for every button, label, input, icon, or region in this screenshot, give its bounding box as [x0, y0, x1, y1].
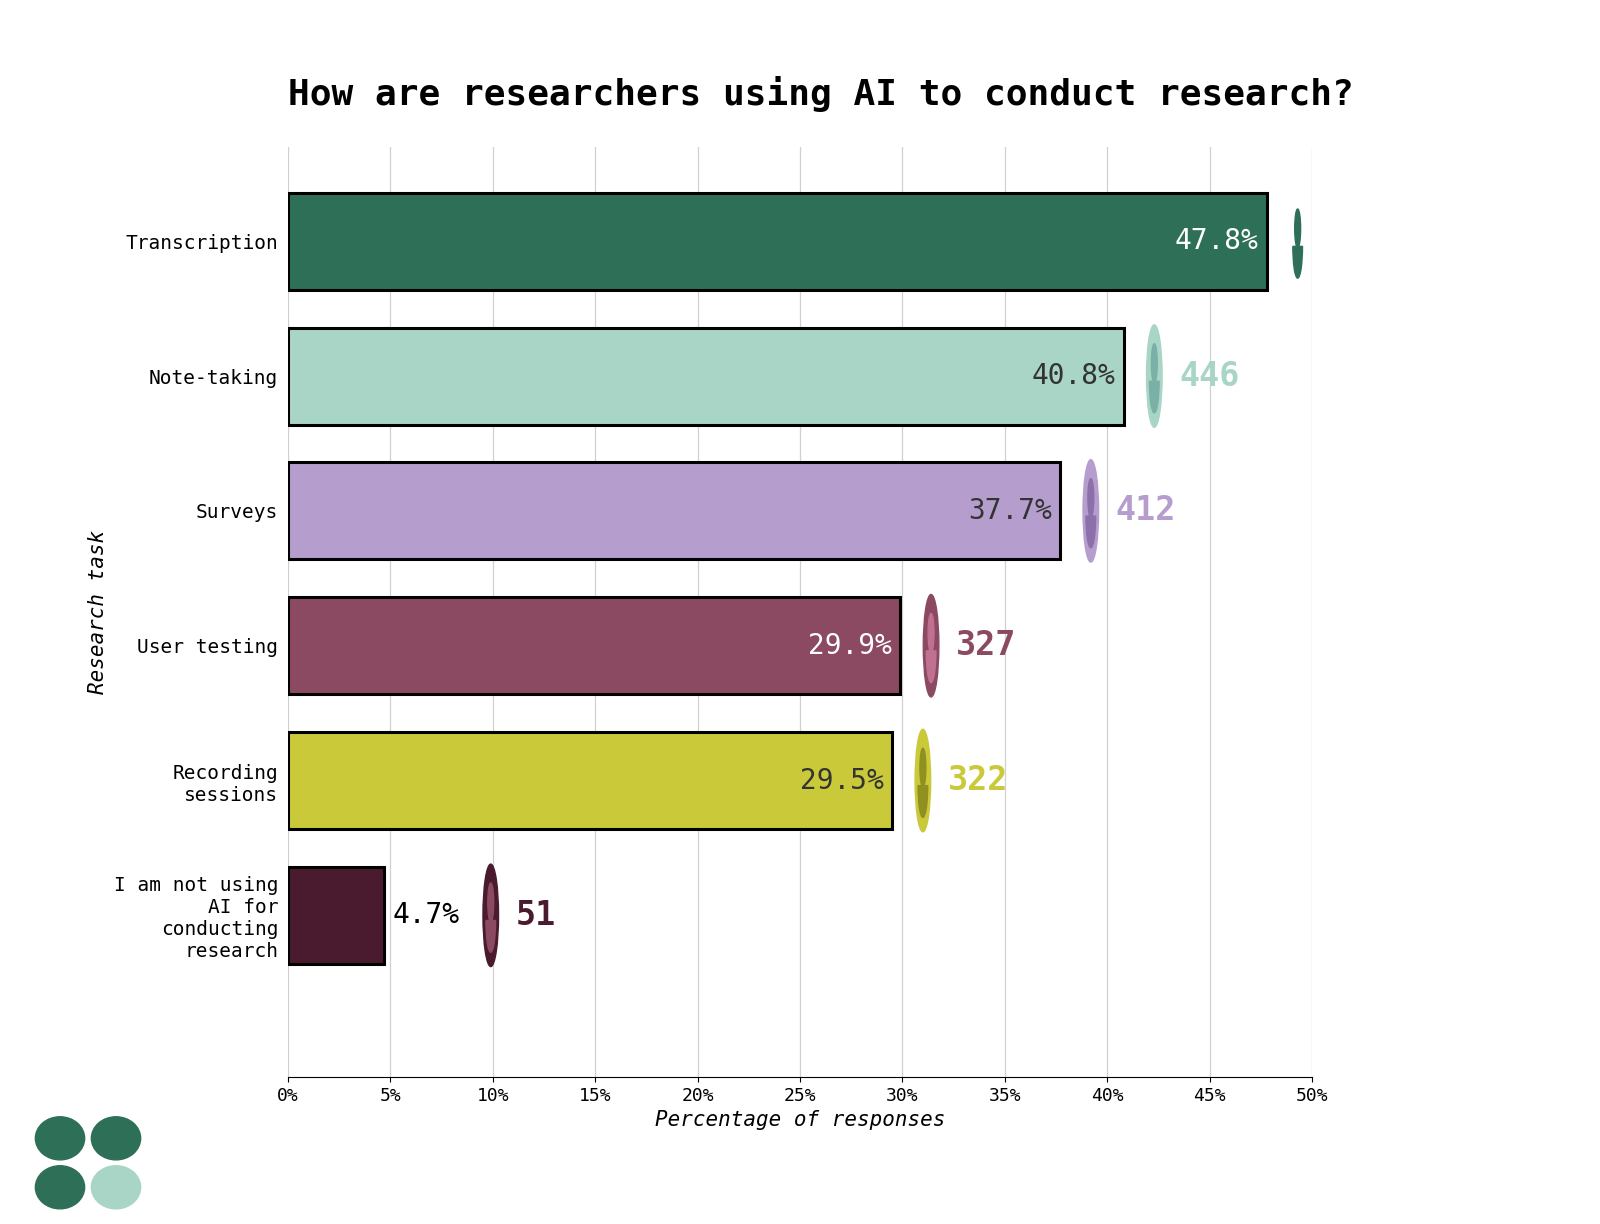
Circle shape [923, 595, 939, 696]
Text: 327: 327 [955, 629, 1016, 662]
Circle shape [35, 1116, 85, 1160]
Bar [288, 328, 1123, 425]
Text: 40.8%: 40.8% [1032, 362, 1115, 390]
Wedge shape [918, 786, 928, 818]
Text: 51: 51 [515, 898, 555, 931]
Circle shape [483, 864, 499, 967]
Text: 29.5%: 29.5% [800, 766, 883, 794]
Circle shape [928, 613, 934, 652]
Circle shape [35, 1165, 85, 1209]
Text: 29.9%: 29.9% [808, 632, 893, 660]
Bar [288, 192, 1267, 290]
Circle shape [1290, 190, 1306, 293]
Text: 37.7%: 37.7% [968, 497, 1051, 525]
Text: How are researchers using AI to conduct research?: How are researchers using AI to conduct … [288, 76, 1354, 113]
X-axis label: Percentage of responses: Percentage of responses [654, 1110, 946, 1131]
Bar [288, 867, 384, 963]
Text: 446: 446 [1179, 360, 1240, 393]
Text: 412: 412 [1115, 494, 1176, 528]
Text: 523: 523 [1322, 225, 1382, 258]
Circle shape [1294, 209, 1301, 248]
Circle shape [1152, 344, 1157, 383]
Wedge shape [1086, 517, 1096, 548]
Wedge shape [926, 651, 936, 683]
Bar [288, 597, 901, 694]
Y-axis label: Research task: Research task [88, 530, 109, 694]
Circle shape [1083, 460, 1099, 562]
Circle shape [488, 883, 494, 922]
Circle shape [920, 748, 926, 787]
Bar [288, 732, 893, 829]
Wedge shape [1293, 246, 1302, 278]
Text: 47.8%: 47.8% [1174, 228, 1259, 256]
Circle shape [91, 1116, 141, 1160]
Wedge shape [486, 920, 496, 952]
Text: 4.7%: 4.7% [392, 901, 459, 929]
Circle shape [915, 730, 931, 832]
Text: 322: 322 [947, 764, 1008, 797]
Circle shape [1147, 324, 1162, 427]
Circle shape [1088, 479, 1094, 518]
Bar [288, 463, 1061, 559]
Wedge shape [1149, 381, 1158, 412]
Circle shape [91, 1165, 141, 1209]
